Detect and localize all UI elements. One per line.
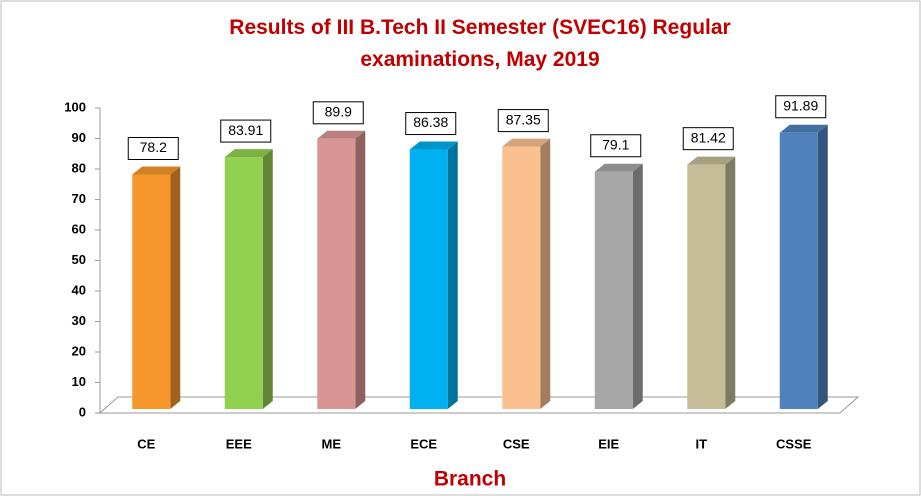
x-tick-label: EEE [226,436,252,451]
bar-top [132,166,181,175]
bar-top [594,163,643,172]
value-label: 87.35 [506,111,541,127]
value-label-box [590,134,642,158]
y-tick-label: 90 [72,130,86,145]
y-tick-label: 20 [72,343,86,358]
bar-side [355,130,366,409]
y-tick-label: 80 [72,160,86,175]
bar [779,132,818,409]
bar-side [725,156,736,409]
x-tick-label: ME [322,436,342,451]
value-label: 91.89 [783,97,818,113]
bar-top [502,138,551,147]
bar-side [170,166,181,409]
y-tick-label: 60 [72,221,86,236]
bar [317,138,356,409]
floor [98,396,860,414]
chart-title: Results of III B.Tech II Semester (SVEC1… [229,16,731,71]
value-label-box [127,136,179,160]
bar-side [262,149,273,409]
bar-top [317,130,366,139]
value-label: 86.38 [413,114,448,130]
value-label: 79.1 [602,136,629,152]
bar [132,174,171,409]
value-label: 78.2 [140,139,167,155]
x-tick-label: CSE [503,436,530,451]
value-label-box [312,101,364,125]
x-tick-label: CE [137,436,155,451]
bar-side [447,141,458,409]
bar-top [409,141,458,150]
value-label-box [220,119,272,143]
value-label-box [405,112,457,136]
bar-side [632,163,643,409]
bar-top [224,149,273,158]
x-axis-label: Branch [434,468,506,491]
value-label-box [775,95,827,119]
bar [224,157,263,409]
y-tick-label: 100 [64,99,86,114]
bar [502,146,541,409]
y-tick-label: 50 [72,252,86,267]
x-tick-label: CSSE [776,436,812,451]
bar [409,149,448,409]
y-tick-label: 30 [72,313,86,328]
y-tick-label: 40 [72,282,86,297]
x-tick-label: IT [695,436,707,451]
value-label-box [497,109,549,133]
x-tick-label: ECE [410,436,437,451]
bar [594,171,633,409]
value-label: 83.91 [228,122,263,138]
bar [687,164,726,409]
x-tick-label: EIE [598,436,619,451]
y-tick-label: 0 [79,404,86,419]
value-label-box [682,127,734,151]
bar-top [687,156,736,165]
value-label: 81.42 [691,129,726,145]
bar-top [779,124,828,133]
value-label: 89.9 [325,104,352,120]
y-tick-label: 70 [72,191,86,206]
bar-side [540,138,551,409]
bar-side [817,124,828,409]
y-tick-label: 10 [72,374,86,389]
